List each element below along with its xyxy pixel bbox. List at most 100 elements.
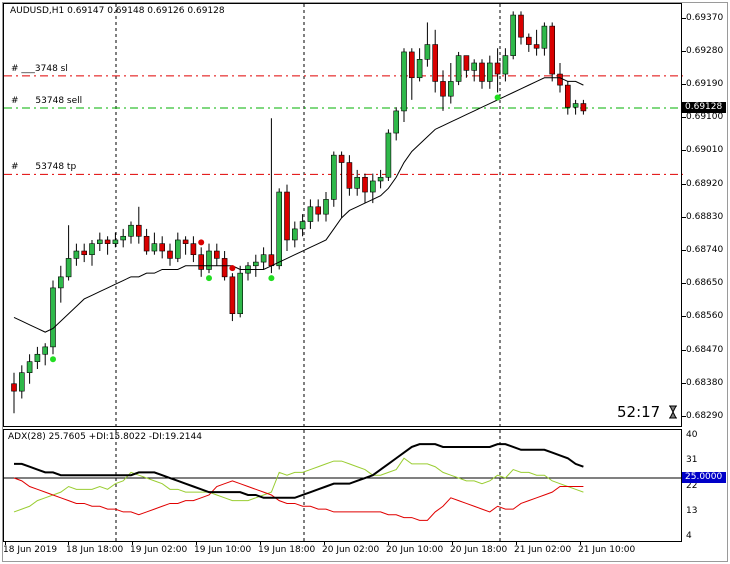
bear-candle-body [518, 14, 524, 38]
candle [42, 343, 49, 366]
price-tick-label: 0.68290 [686, 410, 724, 421]
bear-candle-body [440, 81, 446, 97]
candle [401, 48, 407, 122]
candle [455, 51, 462, 86]
bull-candle-body [307, 206, 314, 222]
time-tick-label: 19 Jun 18:00 [258, 545, 316, 555]
bull-candle-body [175, 239, 181, 259]
bear-candle-body [159, 243, 165, 252]
order-sell-label[interactable]: # 53748 sell [11, 96, 82, 106]
candle [190, 236, 197, 263]
adx-tick-label: 31 [686, 455, 698, 466]
bear-candle-body [432, 44, 439, 82]
adx-tick-label: 13 [686, 505, 698, 516]
bull-candle-body [57, 276, 64, 289]
candle [486, 55, 493, 89]
time-tick-mark [516, 542, 517, 545]
adx-chart-canvas[interactable] [4, 430, 683, 543]
candle [97, 232, 103, 252]
bull-candle-body [502, 55, 509, 75]
candle [276, 188, 283, 270]
candle [377, 169, 384, 189]
price-chart-pane[interactable]: AUDUSD,H1 0.69147 0.69148 0.69126 0.6912… [3, 3, 683, 428]
price-tick-mark [682, 382, 686, 384]
candle [346, 155, 353, 196]
candle [525, 33, 532, 52]
bull-candle-body [50, 287, 56, 348]
adx-tick-label: 22 [686, 480, 698, 491]
bull-candle-body [455, 55, 462, 82]
bull-candle-body [19, 372, 25, 392]
price-tick-label: 0.69280 [686, 45, 724, 56]
time-tick-mark [580, 542, 581, 545]
candle [315, 199, 322, 222]
bear-candle-body [463, 55, 470, 71]
bull-candle-body [237, 272, 243, 315]
order-tp-marker: # [11, 162, 19, 173]
bear-candle-body [315, 206, 322, 215]
adx-indicator-pane[interactable]: ADX(28) 25.7605 +DI:15.8022 -DI:19.2144 [3, 429, 683, 543]
bull-candle-body [401, 51, 407, 112]
candle [338, 151, 345, 218]
plus-di-line [13, 457, 584, 513]
bull-candle-body [276, 191, 283, 267]
adx-level-tag: 25.0000 [682, 472, 726, 484]
price-tick-label: 0.68650 [686, 278, 724, 289]
candle [408, 48, 415, 100]
price-tick-label: 0.69190 [686, 79, 724, 90]
bull-candle-body [291, 228, 298, 241]
candle [284, 184, 290, 252]
price-tick-label: 0.68740 [686, 245, 724, 256]
bear-candle-body [11, 383, 17, 392]
price-chart-canvas[interactable] [4, 4, 683, 428]
fractal-down-marker [494, 94, 501, 101]
candle [471, 59, 478, 82]
bear-candle-body [268, 254, 275, 267]
candle [104, 236, 111, 255]
order-sl-label[interactable]: # ___3748 sl [11, 64, 68, 74]
candle [260, 247, 267, 270]
candle [369, 173, 376, 204]
price-axis[interactable]: 0.69370 0.69280 0.69190 0.69100 0.69010 0.689… [682, 3, 727, 427]
bear-candle-body [362, 176, 368, 193]
time-tick-mark [260, 542, 261, 545]
time-tick-label: 18 Jun 2019 [3, 545, 58, 555]
price-tick-label: 0.68560 [686, 311, 724, 322]
candle [175, 232, 181, 263]
time-tick-label: 21 Jun 02:00 [514, 545, 572, 555]
bear-candle-body [549, 25, 556, 75]
bull-candle-body [42, 346, 49, 355]
symbol-label: AUDUSD,H1 [10, 6, 65, 16]
bull-candle-body [369, 180, 376, 193]
adx-tick-label: 40 [686, 429, 698, 440]
candle [323, 192, 329, 222]
bull-candle-body [89, 243, 95, 256]
order-sell-marker: # [11, 95, 19, 106]
time-tick-mark [452, 542, 453, 545]
candle [73, 243, 80, 266]
bear-candle-body [81, 250, 87, 256]
bull-candle-body [323, 199, 329, 215]
fractal-down-marker [206, 275, 212, 282]
bear-candle-body [338, 154, 345, 163]
candle [307, 199, 314, 229]
bear-candle-body [190, 243, 197, 256]
candle [89, 239, 95, 266]
order-tp-label[interactable]: # 53748 tp [11, 162, 76, 172]
bull-candle-body [65, 258, 72, 278]
candle [494, 48, 501, 93]
price-tick-label: 0.68830 [686, 211, 724, 222]
candle [549, 22, 556, 82]
adx-indicator-label: ADX(28) 25.7605 +DI:15.8022 -DI:19.2144 [8, 432, 202, 442]
candle [580, 99, 587, 115]
chart-symbol-header: AUDUSD,H1 0.69147 0.69148 0.69126 0.6912… [10, 6, 225, 16]
time-tick-mark [324, 542, 325, 545]
bear-candle-body [533, 44, 540, 49]
bear-candle-body [564, 84, 571, 108]
candle [11, 372, 17, 414]
candle [81, 243, 87, 263]
bear-candle-body [182, 239, 189, 244]
bear-candle-body [104, 239, 111, 244]
adx-axis[interactable]: 40 31 22 13 4 25.0000 [682, 429, 727, 542]
bull-candle-body [26, 361, 33, 373]
